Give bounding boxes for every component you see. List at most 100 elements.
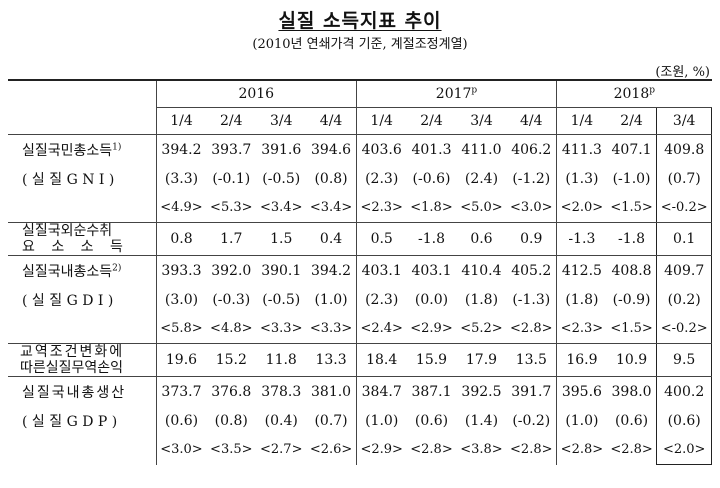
table-cell: 405.2 <box>511 262 552 279</box>
unit-label: (조원, %) <box>655 65 710 80</box>
table-cell: 10.9 <box>606 343 657 377</box>
row-label-gni: 실질국민총소득1) <box>22 141 122 159</box>
table-cell: (1.0) <box>556 406 607 435</box>
year-header-row: 2016 2017p 2018p <box>8 81 712 108</box>
table-cell: 13.3 <box>306 343 357 377</box>
table-cell: (3.0) <box>155 285 207 314</box>
quarter-header: 1/4 <box>556 107 607 135</box>
table-cell: <2.9> <box>406 314 457 344</box>
table-cell: (2.4) <box>464 170 499 187</box>
table-cell: <2.8> <box>506 314 557 344</box>
table-cell: 384.7 <box>355 376 407 406</box>
table-row: ( 실 질 G N I ) (3.3) (-0.1) (-0.5) (0.8) (2.3… <box>8 164 712 193</box>
table-cell: (0.6) <box>414 412 449 429</box>
table-cell: <3.4> <box>256 193 307 223</box>
table-cell: 17.9 <box>456 343 507 377</box>
table-cell: 0.6 <box>456 222 507 256</box>
table-cell: <2.4> <box>355 314 407 344</box>
row-label-empty <box>8 193 157 223</box>
table-cell: (-0.1) <box>212 170 251 187</box>
table-row: <5.8> <4.8> <3.3> <3.3> <2.4> <2.9> <5.2> <2.8>… <box>8 314 712 344</box>
row-label-gdp: 실질국내총생산 <box>22 384 127 401</box>
table-cell: 15.2 <box>206 343 257 377</box>
table-cell: 13.5 <box>506 343 557 377</box>
table-cell: 410.4 <box>461 262 502 279</box>
table-cell: <-0.2> <box>656 314 712 344</box>
table-cell: <3.3> <box>306 314 357 344</box>
table-cell: (0.7) <box>314 412 348 429</box>
table-cell: <1.8> <box>406 193 457 223</box>
table-cell: (-1.3) <box>512 291 551 308</box>
table-cell: <3.4> <box>306 193 357 223</box>
table-cell: 392.0 <box>211 262 252 279</box>
table-cell: <1.5> <box>606 314 657 344</box>
table-row: ( 실 질 G D I ) (3.0) (-0.3) (-0.5) (1.0) (2.3… <box>8 285 712 314</box>
table-row: 실질국외순수취 요 소 소 득 0.8 1.7 1.5 0.4 0.5 -1.8 0.6 0.9… <box>8 222 712 256</box>
table-cell: -1.3 <box>556 222 607 256</box>
table-cell: <3.0> <box>155 435 207 465</box>
row-label-net-factor-income: 실질국외순수취 요 소 소 득 <box>8 222 157 256</box>
table-cell: (-0.6) <box>412 170 451 187</box>
table-cell: 15.9 <box>406 343 457 377</box>
table-cell: 403.1 <box>411 262 452 279</box>
table-row: 교역조건변화에 따른실질무역손익 19.6 15.2 11.8 13.3 18.4 15.9… <box>8 343 712 377</box>
quarter-header: 1/4 <box>155 107 207 135</box>
table-cell: (1.8) <box>464 291 499 308</box>
quarter-header-highlighted: 3/4 <box>656 107 712 135</box>
table-cell: 403.1 <box>355 255 407 285</box>
table-cell: (0.2) <box>656 285 712 314</box>
row-label-empty <box>8 435 156 465</box>
row-label-gdi: 실질국내총소득2) <box>22 262 122 280</box>
table-cell: 376.8 <box>211 383 252 400</box>
table-cell: <5.3> <box>206 193 257 223</box>
table-row: <4.9> <5.3> <3.4> <3.4> <2.3> <1.8> <5.0> <3.0>… <box>8 193 712 223</box>
table-cell: 392.5 <box>461 383 502 400</box>
year-header-2018: 2018p <box>556 81 712 108</box>
table-cell: 411.0 <box>461 141 502 158</box>
table-cell: <2.8> <box>610 442 653 458</box>
table-cell: 406.2 <box>511 141 552 158</box>
table-cell: <2.0> <box>556 193 607 223</box>
table-cell: (1.4) <box>464 412 499 429</box>
table-cell: (-0.3) <box>212 291 251 308</box>
table-cell: <3.8> <box>460 442 503 458</box>
table-cell: 411.3 <box>556 134 607 164</box>
table-cell: 400.2 <box>656 376 712 406</box>
table-cell: 378.3 <box>261 383 302 400</box>
table-cell: <3.0> <box>506 193 557 223</box>
table-cell: 394.6 <box>311 141 352 158</box>
table-cell: <5.8> <box>155 314 207 344</box>
table-cell: 0.5 <box>355 222 407 256</box>
table-cell: 408.8 <box>611 262 652 279</box>
table-cell: 390.1 <box>261 262 302 279</box>
table-cell: <2.3> <box>355 193 407 223</box>
quarter-header-row: 1/4 2/4 3/4 4/4 1/4 2/4 3/4 4/4 1/4 2/4 … <box>8 107 712 135</box>
table-cell: 412.5 <box>556 255 607 285</box>
table-cell: 393.3 <box>155 255 207 285</box>
table-cell: 409.8 <box>656 134 712 164</box>
table-cell: 11.8 <box>256 343 307 377</box>
row-label-gni-qoq: ( 실 질 G N I ) <box>22 171 115 188</box>
table-cell: <2.6> <box>309 442 353 458</box>
table-cell: 1.7 <box>206 222 257 256</box>
table-cell: <4.9> <box>155 193 207 223</box>
table-cell: <2.3> <box>556 314 607 344</box>
table-cell: (0.6) <box>155 406 207 435</box>
row-label-trading-gains: 교역조건변화에 따른실질무역손익 <box>8 343 157 377</box>
table-cell: (1.8) <box>556 285 607 314</box>
table-cell: <1.5> <box>606 193 657 223</box>
table-cell: <2.9> <box>355 435 407 465</box>
table-cell: 16.9 <box>556 343 607 377</box>
table-cell: 387.1 <box>411 383 452 400</box>
quarter-header: 2/4 <box>406 107 457 135</box>
table-cell: 0.1 <box>656 222 712 256</box>
quarter-header: 2/4 <box>606 107 657 135</box>
table-cell: 19.6 <box>155 343 207 377</box>
table-cell: 407.1 <box>611 141 652 158</box>
table-cell: (0.8) <box>314 170 348 187</box>
table-cell: 409.7 <box>656 255 712 285</box>
table-cell: (3.3) <box>155 164 207 193</box>
table-cell: 394.2 <box>155 134 207 164</box>
table-cell: (0.0) <box>414 291 449 308</box>
